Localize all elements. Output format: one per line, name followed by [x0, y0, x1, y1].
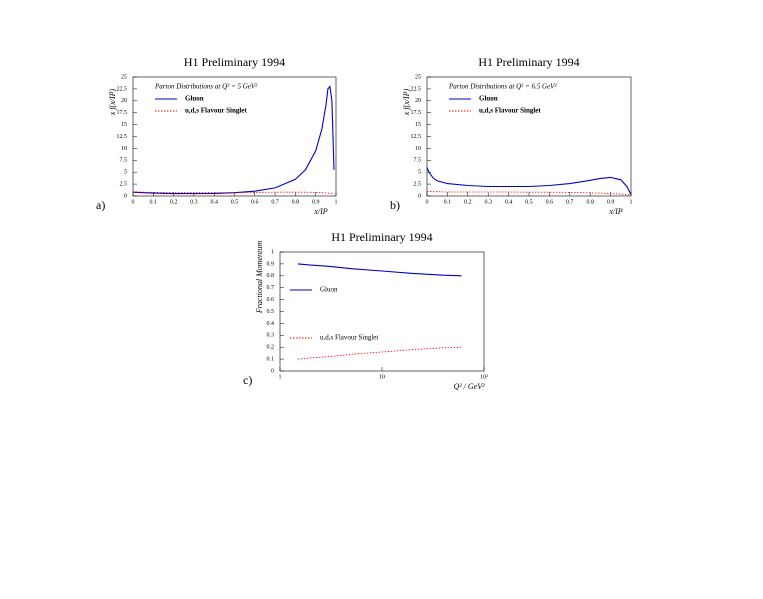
y-tick-label: 22.5: [117, 86, 128, 92]
y-tick-label: 5: [124, 170, 127, 176]
x-tick-label: 0.2: [464, 199, 472, 205]
x-tick-label: 0.6: [251, 199, 259, 205]
panel-label: a): [96, 198, 105, 212]
y-tick-label: 0: [418, 193, 421, 199]
chart-title: H1 Preliminary 1994: [184, 55, 285, 69]
series-line: [132, 85, 335, 195]
y-tick-label: 15: [121, 122, 127, 128]
y-tick-label: 20: [121, 98, 127, 104]
x-tick-label: 0.8: [586, 199, 594, 205]
chart-title: H1 Preliminary 1994: [478, 55, 579, 69]
series-line: [426, 190, 632, 196]
legend-label: Gluon: [320, 286, 338, 294]
y-axis-title: x f(x/IP): [402, 88, 411, 116]
x-tick-label: 0.2: [170, 199, 178, 205]
x-tick-label: 0.3: [190, 199, 198, 205]
y-tick-label: 0.2: [267, 345, 275, 351]
y-tick-label: 0: [124, 193, 127, 199]
chart-title: H1 Preliminary 1994: [331, 230, 432, 244]
annotation: Parton Distributions at Q² = 6.5 GeV²: [448, 83, 557, 91]
x-tick-label: 0: [426, 199, 429, 205]
y-tick-label: 0.8: [267, 273, 275, 279]
y-tick-label: 10: [121, 146, 127, 152]
x-tick-label: 0.4: [210, 199, 218, 205]
annotation: Parton Distributions at Q² = 5 GeV²: [154, 83, 258, 91]
x-tick-label: 0.5: [231, 199, 239, 205]
x-tick-label: 0.9: [607, 199, 615, 205]
plot-frame: [279, 251, 485, 372]
x-tick-label: 0.1: [150, 199, 158, 205]
y-tick-label: 0.4: [267, 321, 275, 327]
y-tick-label: 0.5: [267, 309, 275, 315]
panel-label: c): [243, 373, 252, 387]
y-tick-label: 12.5: [411, 134, 422, 140]
x-tick-label: 0.1: [444, 199, 452, 205]
y-axis-title: Fractional Momentum: [255, 241, 264, 314]
y-tick-label: 2.5: [414, 181, 422, 187]
x-tick-label: 1: [335, 199, 338, 205]
legend-label: Gluon: [185, 95, 204, 103]
legend-label: u,d,s Flavour Singlet: [479, 107, 541, 115]
x-tick-label: 10: [379, 374, 385, 380]
series-line: [297, 263, 462, 277]
x-tick-label: 1: [630, 199, 633, 205]
x-tick-label: 0.8: [292, 199, 300, 205]
y-tick-label: 1: [271, 249, 274, 255]
x-tick-label: 0.9: [312, 199, 320, 205]
x-tick-label: 10²: [480, 374, 488, 380]
x-axis-title: x/IP: [608, 207, 622, 216]
y-tick-label: 0.3: [267, 333, 275, 339]
x-tick-label: 0: [132, 199, 135, 205]
y-tick-label: 17.5: [411, 110, 422, 116]
x-tick-label: 0.3: [484, 199, 492, 205]
x-tick-label: 0.7: [271, 199, 279, 205]
y-tick-label: 7.5: [120, 158, 128, 164]
legend-label: u,d,s Flavour Singlet: [320, 334, 378, 342]
y-tick-label: 25: [121, 74, 127, 80]
y-tick-label: 25: [415, 74, 421, 80]
panel-label: b): [390, 198, 400, 212]
y-tick-label: 22.5: [411, 86, 422, 92]
legend-label: u,d,s Flavour Singlet: [185, 107, 247, 115]
y-tick-label: 7.5: [414, 158, 422, 164]
y-tick-label: 0: [271, 368, 274, 374]
y-tick-label: 20: [415, 98, 421, 104]
x-tick-label: 0.7: [566, 199, 574, 205]
x-axis-title: Q² / GeV²: [453, 382, 485, 391]
y-tick-label: 0.1: [267, 356, 275, 362]
series-line: [297, 346, 462, 360]
x-tick-label: 1: [279, 374, 282, 380]
y-tick-label: 10: [415, 146, 421, 152]
y-tick-label: 17.5: [117, 110, 128, 116]
series-line: [426, 167, 632, 195]
x-axis-title: x/IP: [313, 207, 327, 216]
legend-label: Gluon: [479, 95, 498, 103]
plot-frame: [132, 76, 337, 197]
y-tick-label: 0.9: [267, 261, 275, 267]
y-tick-label: 0.7: [267, 285, 275, 291]
y-tick-label: 5: [418, 170, 421, 176]
x-tick-label: 0.6: [546, 199, 554, 205]
series-line: [132, 191, 335, 195]
y-axis-title: x f(x/IP): [108, 88, 117, 116]
y-tick-label: 12.5: [117, 134, 128, 140]
y-tick-label: 15: [415, 122, 421, 128]
x-tick-label: 0.5: [525, 199, 533, 205]
y-tick-label: 2.5: [120, 181, 128, 187]
x-tick-label: 0.4: [505, 199, 513, 205]
y-tick-label: 0.6: [267, 297, 275, 303]
